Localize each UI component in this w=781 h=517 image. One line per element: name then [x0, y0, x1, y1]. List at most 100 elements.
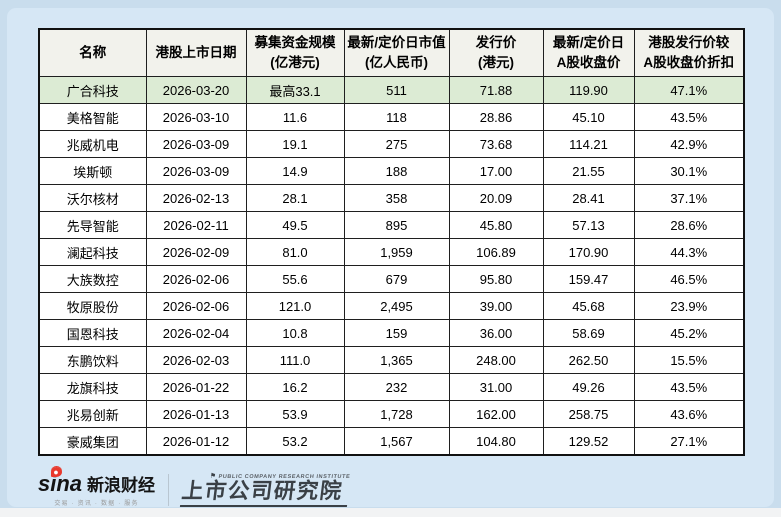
table-cell: 11.6 [245, 103, 345, 131]
table-cell: 2026-02-04 [145, 319, 247, 347]
column-header: 最新/定价日市值 (亿人民币) [343, 28, 450, 77]
table-cell: 28.6% [633, 211, 745, 239]
table-cell: 170.90 [542, 238, 635, 266]
table-row: 兆威机电 2026-03-09 19.1 275 73.68 114.21 42.9% [38, 130, 745, 158]
table-cell: 36.00 [448, 319, 544, 347]
table-cell: 275 [343, 130, 450, 158]
table-cell: 31.00 [448, 373, 544, 401]
table-cell: 1,365 [343, 346, 450, 374]
table-container: 名称 港股上市日期 募集资金规模 (亿港元) 最新/定价日市值 (亿人民币) 发行价 (港元)… [38, 28, 745, 456]
table-cell: 119.90 [542, 76, 635, 104]
table-cell: 2026-01-12 [145, 427, 247, 456]
table-row-highlighted: 广合科技 2026-03-20 最高33.1 511 71.88 119.90 47.1% [38, 76, 745, 104]
table-cell: 2026-03-10 [145, 103, 247, 131]
table-cell: 最高33.1 [245, 76, 345, 104]
table-cell: 39.00 [448, 292, 544, 320]
table-cell: 28.1 [245, 184, 345, 212]
table-cell: 30.1% [633, 157, 745, 185]
table-row: 国恩科技 2026-02-04 10.8 159 36.00 58.69 45.2% [38, 319, 745, 347]
column-header: 最新/定价日 A股收盘价 [542, 28, 635, 77]
table-cell: 27.1% [633, 427, 745, 456]
table-cell: 14.9 [245, 157, 345, 185]
table-cell: 44.3% [633, 238, 745, 266]
table-cell: 埃斯顿 [38, 157, 147, 185]
table-cell: 1,959 [343, 238, 450, 266]
table-cell: 10.8 [245, 319, 345, 347]
table-cell: 43.5% [633, 103, 745, 131]
table-row: 埃斯顿 2026-03-09 14.9 188 17.00 21.55 30.1% [38, 157, 745, 185]
sina-wordmark: sina [38, 467, 82, 495]
sina-brand-text: 新浪财经 [87, 476, 156, 495]
column-header: 港股发行价较 A股收盘价折扣 [633, 28, 745, 77]
table-cell: 21.55 [542, 157, 635, 185]
table-cell: 45.80 [448, 211, 544, 239]
table-cell: 20.09 [448, 184, 544, 212]
table-cell: 81.0 [245, 238, 345, 266]
table-cell: 2026-02-09 [145, 238, 247, 266]
table-cell: 248.00 [448, 346, 544, 374]
table-cell: 895 [343, 211, 450, 239]
table-cell: 2026-02-06 [145, 292, 247, 320]
table-cell: 28.41 [542, 184, 635, 212]
table-cell: 53.9 [245, 400, 345, 428]
column-header: 港股上市日期 [145, 28, 247, 77]
table-cell: 澜起科技 [38, 238, 147, 266]
column-header: 募集资金规模 (亿港元) [245, 28, 345, 77]
table-cell: 55.6 [245, 265, 345, 293]
page-bottom-strip [0, 508, 781, 517]
table-cell: 188 [343, 157, 450, 185]
table-cell: 2026-03-09 [145, 157, 247, 185]
table-cell: 37.1% [633, 184, 745, 212]
table-cell: 71.88 [448, 76, 544, 104]
table-cell: 45.2% [633, 319, 745, 347]
table-cell: 16.2 [245, 373, 345, 401]
table-cell: 57.13 [542, 211, 635, 239]
table-cell: 龙旗科技 [38, 373, 147, 401]
table-cell: 沃尔核材 [38, 184, 147, 212]
sina-tagline: 交易 · 资讯 · 数据 · 服务 [54, 501, 139, 507]
table-cell: 42.9% [633, 130, 745, 158]
table-cell: 159.47 [542, 265, 635, 293]
table-cell: 豪威集团 [38, 427, 147, 456]
table-cell: 106.89 [448, 238, 544, 266]
table-cell: 129.52 [542, 427, 635, 456]
table-row: 沃尔核材 2026-02-13 28.1 358 20.09 28.41 37.1% [38, 184, 745, 212]
hk-listing-table: 名称 港股上市日期 募集资金规模 (亿港元) 最新/定价日市值 (亿人民币) 发行价 (港元)… [38, 28, 745, 456]
header-row: 名称 港股上市日期 募集资金规模 (亿港元) 最新/定价日市值 (亿人民币) 发行价 (港元)… [38, 28, 745, 77]
table-cell: 162.00 [448, 400, 544, 428]
sina-eye-icon [51, 467, 62, 477]
table-cell: 15.5% [633, 346, 745, 374]
table-cell: 258.75 [542, 400, 635, 428]
table-cell: 47.1% [633, 76, 745, 104]
table-cell: 232 [343, 373, 450, 401]
table-cell: 国恩科技 [38, 319, 147, 347]
table-cell: 46.5% [633, 265, 745, 293]
table-cell: 58.69 [542, 319, 635, 347]
table-cell: 兆易创新 [38, 400, 147, 428]
table-cell: 28.86 [448, 103, 544, 131]
table-cell: 679 [343, 265, 450, 293]
table-row: 澜起科技 2026-02-09 81.0 1,959 106.89 170.90 44.3% [38, 238, 745, 266]
table-cell: 159 [343, 319, 450, 347]
table-cell: 104.80 [448, 427, 544, 456]
table-cell: 牧原股份 [38, 292, 147, 320]
table-row: 牧原股份 2026-02-06 121.0 2,495 39.00 45.68 23.9% [38, 292, 745, 320]
table-row: 豪威集团 2026-01-12 53.2 1,567 104.80 129.52 27.1% [38, 427, 745, 456]
table-cell: 19.1 [245, 130, 345, 158]
infographic-panel: 名称 港股上市日期 募集资金规模 (亿港元) 最新/定价日市值 (亿人民币) 发行价 (港元)… [7, 8, 774, 507]
logo-divider [168, 474, 170, 506]
table-cell: 兆威机电 [38, 130, 147, 158]
table-cell: 73.68 [448, 130, 544, 158]
table-cell: 广合科技 [38, 76, 147, 104]
table-row: 大族数控 2026-02-06 55.6 679 95.80 159.47 46.5% [38, 265, 745, 293]
table-cell: 17.00 [448, 157, 544, 185]
table-cell: 45.68 [542, 292, 635, 320]
table-cell: 53.2 [245, 427, 345, 456]
table-cell: 大族数控 [38, 265, 147, 293]
table-cell: 2026-03-20 [145, 76, 247, 104]
table-cell: 2026-01-22 [145, 373, 247, 401]
table-cell: 2026-02-11 [145, 211, 247, 239]
table-cell: 511 [343, 76, 450, 104]
table-cell: 2026-03-09 [145, 130, 247, 158]
column-header: 名称 [38, 28, 147, 77]
